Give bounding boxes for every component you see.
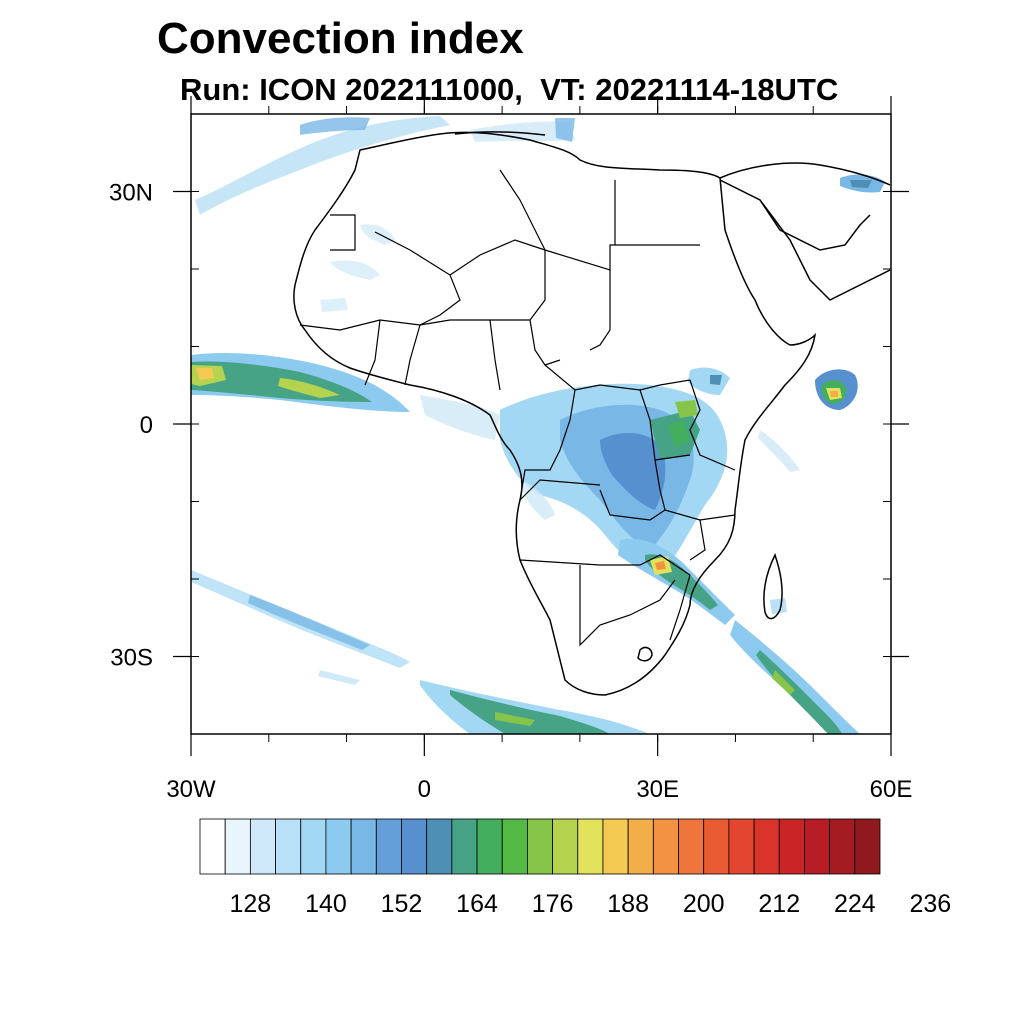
colorbar-swatch xyxy=(778,818,805,875)
colorbar-swatch xyxy=(703,818,730,875)
lat-tick-label: 30S xyxy=(110,645,153,672)
lon-tick-label: 30W xyxy=(166,776,216,803)
colorbar-label: 212 xyxy=(758,890,800,918)
colorbar-swatch xyxy=(325,818,352,875)
colorbar-swatch xyxy=(854,818,881,875)
colorbar-label: 164 xyxy=(456,890,498,918)
colorbar: 128 140 152 164 176 188 200 212 224 236 xyxy=(199,818,952,918)
colorbar-swatch xyxy=(501,818,528,875)
colorbar-swatch xyxy=(678,818,705,875)
colorbar-swatch xyxy=(451,818,478,875)
colorbar-swatch xyxy=(375,818,402,875)
coastlines xyxy=(293,131,891,696)
colorbar-label: 176 xyxy=(532,890,574,918)
colorbar-swatch xyxy=(199,818,226,875)
colorbar-label: 188 xyxy=(607,890,649,918)
colorbar-swatch xyxy=(602,818,629,875)
lon-tick-label: 30E xyxy=(636,776,679,803)
colorbar-label: 152 xyxy=(381,890,423,918)
country-borders xyxy=(299,169,736,647)
colorbar-swatch xyxy=(577,818,604,875)
colorbar-swatch xyxy=(275,818,302,875)
axis-ticks: 30N 0 30S 30W 0 30E 60E xyxy=(109,96,912,803)
colorbar-label: 236 xyxy=(910,890,952,918)
colorbar-label: 224 xyxy=(834,890,876,918)
colorbar-swatch xyxy=(552,818,579,875)
chart-subtitle: Run: ICON 2022111000, VT: 20221114-18UTC xyxy=(180,72,839,107)
colorbar-swatch xyxy=(804,818,831,875)
colorbar-label: 200 xyxy=(683,890,725,918)
colorbar-swatch xyxy=(753,818,780,875)
colorbar-swatch xyxy=(401,818,428,875)
colorbar-swatch xyxy=(426,818,453,875)
lat-tick-label: 30N xyxy=(109,180,153,207)
colorbar-swatch xyxy=(527,818,553,875)
colorbar-swatch xyxy=(829,818,856,875)
colorbar-label: 128 xyxy=(230,890,272,918)
lon-tick-label: 0 xyxy=(418,776,431,803)
convection-field xyxy=(191,116,885,734)
colorbar-swatch xyxy=(249,818,276,875)
colorbar-swatch xyxy=(300,818,327,875)
lat-tick-label: 0 xyxy=(140,412,153,439)
colorbar-swatch xyxy=(224,818,251,875)
colorbar-swatch xyxy=(627,818,654,875)
colorbar-swatch xyxy=(728,818,755,875)
colorbar-swatch xyxy=(350,818,377,875)
chart-title: Convection index xyxy=(157,14,524,63)
colorbar-swatch xyxy=(476,818,503,875)
lon-tick-label: 60E xyxy=(870,776,913,803)
colorbar-label: 140 xyxy=(305,890,347,918)
colorbar-swatch xyxy=(652,818,679,875)
